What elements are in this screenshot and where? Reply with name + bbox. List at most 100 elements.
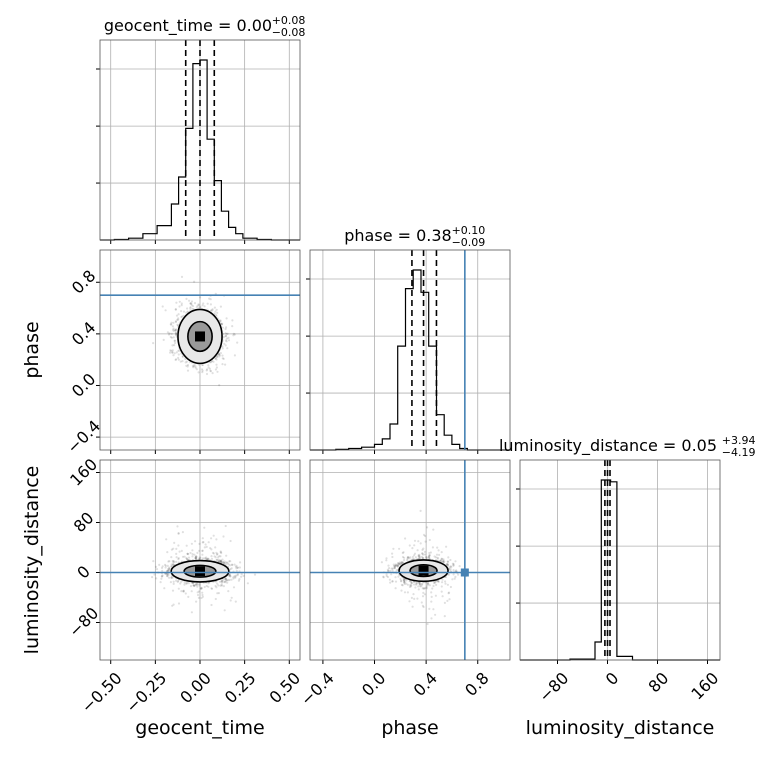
sample-point <box>215 538 218 541</box>
sample-point <box>227 563 230 566</box>
sample-point <box>189 306 192 309</box>
sample-point <box>418 557 421 560</box>
sample-point <box>211 309 214 312</box>
sample-point <box>196 585 199 588</box>
sample-point <box>446 563 449 566</box>
sample-point <box>152 560 155 563</box>
sample-point <box>161 565 164 568</box>
sample-point <box>227 590 230 593</box>
hist-panel-phase <box>306 249 511 454</box>
sample-point <box>214 310 217 313</box>
sample-point <box>155 577 158 580</box>
sample-point <box>210 603 213 607</box>
sample-point <box>423 553 427 556</box>
sample-point <box>212 534 215 537</box>
sample-point <box>218 354 221 357</box>
sample-point <box>394 565 397 568</box>
sample-point <box>441 578 444 581</box>
sample-point <box>191 364 194 367</box>
sample-point <box>219 560 222 563</box>
sample-point <box>219 560 222 564</box>
sample-point <box>420 601 423 604</box>
sample-point <box>161 575 164 578</box>
sample-point <box>235 574 238 577</box>
sample-point <box>432 528 435 531</box>
sample-point <box>186 552 189 555</box>
sample-point <box>211 308 214 311</box>
sample-point <box>388 567 391 570</box>
sample-point <box>449 585 452 589</box>
sample-point <box>392 547 395 550</box>
sample-point <box>406 559 409 562</box>
sample-point <box>174 308 177 311</box>
sample-point <box>398 561 402 564</box>
sample-point <box>396 564 399 567</box>
sample-point <box>197 596 200 600</box>
sample-point <box>400 589 403 592</box>
sample-point <box>399 562 402 565</box>
sample-point <box>410 581 413 585</box>
sample-point <box>183 581 186 584</box>
sample-point <box>215 358 218 361</box>
sample-point <box>224 577 227 580</box>
panel-frame <box>309 249 511 451</box>
title-lower-error: −0.08 <box>272 26 306 39</box>
sample-point <box>194 556 197 559</box>
sample-point <box>225 337 228 340</box>
sample-point <box>180 310 183 313</box>
sample-point <box>454 575 457 579</box>
sample-point <box>386 568 389 571</box>
sample-point <box>210 587 214 590</box>
y-tick-label: 0.0 <box>68 369 99 400</box>
sample-point <box>413 544 416 547</box>
panel-frame <box>519 459 721 661</box>
sample-point <box>400 562 403 565</box>
sample-point <box>186 307 189 310</box>
sample-point <box>221 322 224 325</box>
sample-point <box>418 582 421 585</box>
sample-point <box>418 553 421 557</box>
sample-point <box>175 552 178 556</box>
sample-point <box>428 556 431 560</box>
sample-point <box>224 327 227 331</box>
sample-point <box>175 314 179 317</box>
sample-point <box>184 361 187 364</box>
title-upper-error: +0.10 <box>452 224 486 237</box>
sample-point <box>422 547 425 550</box>
sample-point <box>166 564 169 568</box>
sample-point <box>181 555 185 558</box>
sample-point <box>190 590 193 593</box>
sample-point <box>227 336 230 339</box>
sample-point <box>174 320 178 324</box>
sample-point <box>441 595 444 598</box>
sample-point <box>443 601 446 605</box>
sample-point <box>196 583 199 586</box>
sample-point <box>408 544 411 547</box>
sample-point <box>391 555 394 559</box>
sample-point <box>416 597 419 600</box>
sample-point <box>419 585 422 588</box>
sample-point <box>163 587 166 590</box>
sample-point <box>413 539 417 542</box>
sample-point <box>421 556 424 560</box>
sample-point <box>452 569 455 572</box>
sample-point <box>177 356 180 359</box>
sample-point <box>221 580 224 583</box>
sample-point <box>435 583 438 587</box>
sample-point <box>430 595 433 599</box>
sample-point <box>172 563 175 566</box>
sample-point <box>385 557 388 560</box>
sample-point <box>224 524 227 528</box>
sample-point <box>189 307 192 310</box>
sample-point <box>171 349 174 352</box>
sample-point <box>168 332 171 335</box>
sample-point <box>215 366 218 369</box>
sample-point <box>193 302 197 305</box>
sample-point <box>417 555 420 558</box>
sample-point <box>218 555 221 558</box>
sample-point <box>234 575 237 578</box>
sample-point <box>240 575 243 578</box>
sample-point <box>225 563 228 566</box>
sample-point <box>195 555 198 559</box>
sample-point <box>391 567 394 570</box>
